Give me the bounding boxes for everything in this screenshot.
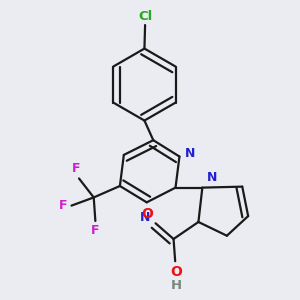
Text: N: N — [140, 211, 150, 224]
Text: O: O — [170, 265, 182, 278]
Text: N: N — [185, 147, 196, 161]
Text: O: O — [141, 207, 153, 221]
Text: F: F — [72, 162, 81, 175]
Text: F: F — [91, 224, 100, 237]
Text: Cl: Cl — [138, 10, 152, 23]
Text: N: N — [207, 171, 218, 184]
Text: F: F — [59, 199, 68, 212]
Text: H: H — [170, 279, 182, 292]
